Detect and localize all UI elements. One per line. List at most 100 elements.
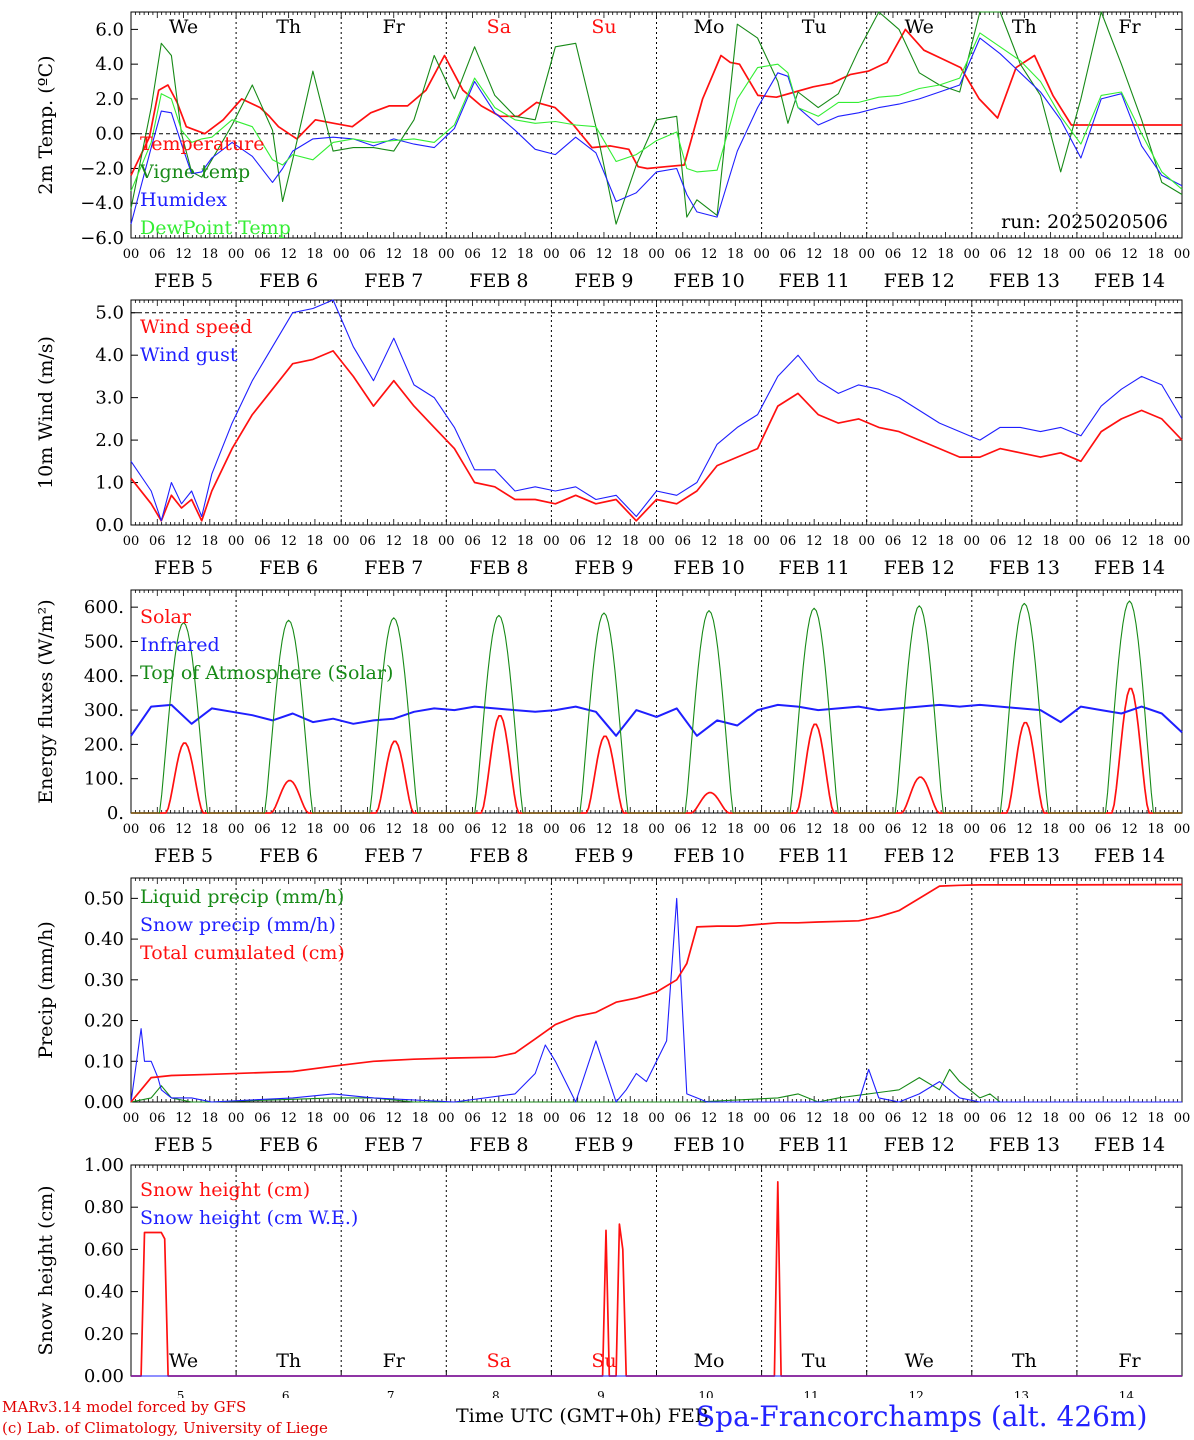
hour-tick-label: 18 [307, 534, 324, 549]
day-name: Sa [487, 16, 511, 38]
day-number: 11 [804, 1389, 819, 1398]
hour-tick-label: 18 [1042, 534, 1059, 549]
date-label: FEB 5 [154, 845, 213, 867]
hour-tick-label: 18 [832, 247, 849, 262]
date-label: FEB 13 [989, 1134, 1060, 1156]
hour-tick-label: 00 [1069, 822, 1086, 837]
date-label: FEB 8 [469, 270, 528, 292]
hour-tick-label: 06 [359, 247, 376, 262]
hour-tick-label: 18 [832, 822, 849, 837]
date-label: FEB 10 [673, 1134, 744, 1156]
hour-tick-label: 12 [1121, 1111, 1138, 1126]
hour-tick-label: 18 [202, 247, 219, 262]
hour-tick-label: 12 [1016, 1111, 1033, 1126]
date-label: FEB 11 [779, 1134, 850, 1156]
legend-entry: Snow height (cm) [140, 1179, 310, 1201]
hour-tick-label: 00 [333, 534, 350, 549]
hour-tick-label: 18 [1147, 822, 1164, 837]
hour-tick-label: 06 [464, 822, 481, 837]
y-axis-label: Energy fluxes (W/m²) [35, 599, 57, 803]
hour-tick-label: 00 [543, 534, 560, 549]
day-number: 5 [177, 1389, 185, 1398]
day-name: Mo [694, 1350, 725, 1372]
legend-entry: Vigne temp [139, 161, 250, 183]
hour-tick-label: 06 [254, 534, 271, 549]
series-line [130, 11, 1183, 225]
y-tick-label: 0.80 [84, 1197, 124, 1218]
hour-tick-label: 06 [569, 534, 586, 549]
legend-entry: Wind gust [140, 344, 238, 366]
date-label: FEB 7 [364, 557, 423, 579]
y-tick-label: 0.40 [84, 929, 124, 950]
day-name: Th [1012, 16, 1037, 38]
series-line [130, 897, 1182, 1103]
hour-tick-label: 12 [491, 534, 508, 549]
hour-tick-label: 00 [123, 247, 140, 262]
hour-tick-label: 18 [1042, 247, 1059, 262]
hour-tick-label: 06 [675, 534, 692, 549]
y-axis-label: 10m Wind (m/s) [35, 336, 57, 489]
hour-tick-label: 06 [359, 534, 376, 549]
date-label: FEB 7 [364, 1134, 423, 1156]
hour-tick-label: 06 [1095, 1111, 1112, 1126]
y-tick-label: −4.0 [80, 193, 124, 214]
hour-tick-label: 06 [990, 247, 1007, 262]
hour-tick-label: 00 [123, 1111, 140, 1126]
hour-tick-label: 00 [858, 247, 875, 262]
hour-tick-label: 12 [385, 534, 402, 549]
hour-tick-label: 06 [149, 534, 166, 549]
date-label: FEB 10 [673, 845, 744, 867]
hour-tick-label: 12 [911, 822, 928, 837]
hour-tick-label: 12 [280, 534, 297, 549]
hour-tick-label: 12 [1016, 247, 1033, 262]
hour-tick-label: 12 [701, 247, 718, 262]
hour-tick-label: 12 [175, 1111, 192, 1126]
hour-tick-label: 00 [123, 534, 140, 549]
y-tick-label: 5.0 [95, 303, 124, 324]
hour-tick-label: 00 [753, 534, 770, 549]
hour-tick-label: 12 [806, 247, 823, 262]
hour-tick-label: 06 [569, 247, 586, 262]
date-label: FEB 8 [469, 557, 528, 579]
hour-tick-label: 00 [228, 247, 245, 262]
day-name: Th [276, 1350, 301, 1372]
series-line [130, 1068, 1182, 1103]
hour-tick-label: 00 [1174, 534, 1191, 549]
date-label: FEB 13 [989, 270, 1060, 292]
hour-tick-label: 12 [385, 1111, 402, 1126]
hour-tick-label: 06 [885, 247, 902, 262]
hour-tick-label: 18 [727, 534, 744, 549]
legend-entry: Total cumulated (cm) [140, 942, 345, 964]
hour-tick-label: 00 [1174, 822, 1191, 837]
hour-tick-label: 06 [149, 1111, 166, 1126]
date-label: FEB 11 [779, 845, 850, 867]
hour-tick-label: 12 [596, 247, 613, 262]
hour-tick-label: 18 [1147, 1111, 1164, 1126]
y-tick-label: 0.40 [84, 1282, 124, 1303]
station-title: Spa-Francorchamps (alt. 426m) [696, 1400, 1148, 1433]
day-name: Fr [1118, 1350, 1141, 1372]
day-name: Su [591, 16, 616, 38]
hour-tick-label: 12 [596, 822, 613, 837]
hour-tick-label: 00 [228, 534, 245, 549]
hour-tick-label: 12 [1121, 534, 1138, 549]
series-line [130, 883, 1183, 1103]
hour-tick-label: 06 [149, 247, 166, 262]
legend-entry: Wind speed [140, 316, 252, 338]
hour-tick-label: 06 [569, 822, 586, 837]
y-tick-label: 0.00 [84, 1366, 124, 1387]
hour-tick-label: 18 [622, 822, 639, 837]
y-axis-label: 2m Temp. (ºC) [35, 55, 57, 194]
day-name: Tu [802, 16, 827, 38]
hour-tick-label: 06 [990, 1111, 1007, 1126]
y-tick-label: 0.0 [95, 515, 124, 536]
hour-tick-label: 18 [412, 822, 429, 837]
hour-tick-label: 18 [727, 247, 744, 262]
y-tick-label: 0.0 [95, 124, 124, 145]
hour-tick-label: 12 [385, 247, 402, 262]
hour-tick-label: 00 [228, 822, 245, 837]
hour-tick-label: 18 [1042, 1111, 1059, 1126]
y-tick-label: 400. [84, 666, 124, 687]
hour-tick-label: 00 [648, 822, 665, 837]
hour-tick-label: 00 [753, 1111, 770, 1126]
